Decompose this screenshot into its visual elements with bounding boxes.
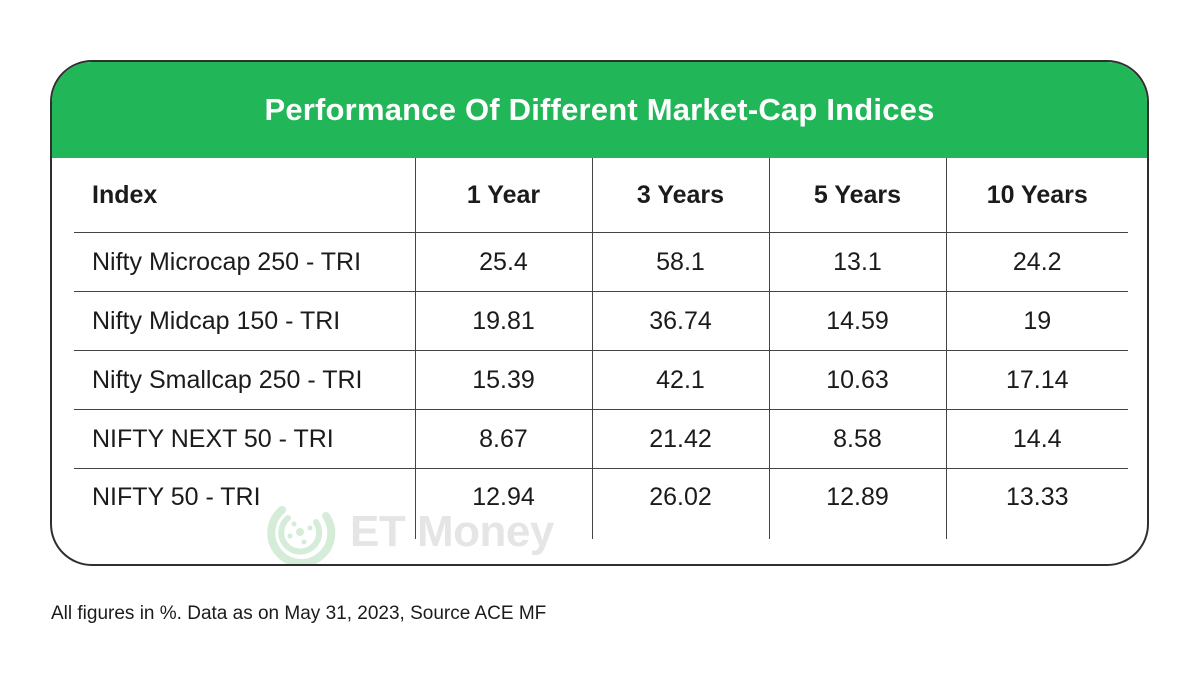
return-cell: 21.42: [591, 409, 769, 469]
index-name-cell: NIFTY 50 - TRI: [92, 483, 261, 511]
return-cell: 13.1: [768, 232, 946, 292]
return-cell: 26.02: [591, 468, 769, 539]
return-cell: 19: [945, 291, 1128, 351]
index-name-cell: Nifty Microcap 250 - TRI: [92, 247, 362, 276]
table-row: NIFTY 50 - TRI 12.94 26.02 12.89 13.33: [74, 468, 1128, 539]
column-header-3-years: 3 Years: [591, 158, 769, 233]
column-header-1-year: 1 Year: [414, 158, 592, 233]
footnote: All figures in %. Data as on May 31, 202…: [51, 603, 547, 624]
return-cell: 13.33: [945, 468, 1128, 539]
return-cell: 12.94: [414, 468, 592, 539]
table-title: Performance Of Different Market-Cap Indi…: [264, 92, 935, 127]
index-name-cell: Nifty Smallcap 250 - TRI: [92, 365, 363, 394]
return-cell: 58.1: [591, 232, 769, 292]
performance-table: Index 1 Year 3 Years 5 Years 10 Years Ni…: [74, 158, 1128, 539]
return-cell: 25.4: [414, 232, 592, 292]
index-name-cell: Nifty Midcap 150 - TRI: [92, 306, 341, 335]
index-name-cell: NIFTY NEXT 50 - TRI: [92, 424, 334, 453]
et-money-logo-icon: [267, 506, 336, 564]
return-cell: 42.1: [591, 350, 769, 410]
return-cell: 14.4: [945, 409, 1128, 469]
table-row: NIFTY NEXT 50 - TRI 8.67 21.42 8.58 14.4: [74, 409, 1128, 469]
return-cell: 12.89: [768, 468, 946, 539]
table-card: Performance Of Different Market-Cap Indi…: [50, 60, 1149, 566]
return-cell: 8.58: [768, 409, 946, 469]
column-header-10-years: 10 Years: [945, 158, 1128, 233]
return-cell: 36.74: [591, 291, 769, 351]
column-header-index: Index: [92, 180, 158, 209]
table-header-banner: Performance Of Different Market-Cap Indi…: [52, 62, 1147, 158]
table-row: Nifty Midcap 150 - TRI 19.81 36.74 14.59…: [74, 291, 1128, 351]
return-cell: 19.81: [414, 291, 592, 351]
return-cell: 14.59: [768, 291, 946, 351]
return-cell: 10.63: [768, 350, 946, 410]
return-cell: 17.14: [945, 350, 1128, 410]
table-header-row: Index 1 Year 3 Years 5 Years 10 Years: [74, 158, 1128, 233]
table-row: Nifty Smallcap 250 - TRI 15.39 42.1 10.6…: [74, 350, 1128, 410]
column-header-5-years: 5 Years: [768, 158, 946, 233]
table-row: Nifty Microcap 250 - TRI 25.4 58.1 13.1 …: [74, 232, 1128, 292]
return-cell: 8.67: [414, 409, 592, 469]
return-cell: 15.39: [414, 350, 592, 410]
return-cell: 24.2: [945, 232, 1128, 292]
